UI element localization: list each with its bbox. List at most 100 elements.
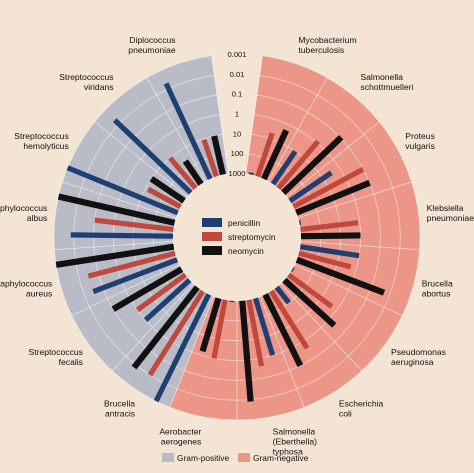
bacteria-label-line: Aerobacter [159,426,201,436]
legend-item-neomycin: neomycin [202,246,264,256]
bar-staphylococcus-albus-penicillin [70,232,174,239]
bar-staphylococcus-albus-streptomycin [94,217,174,233]
bacteria-label-line: Staphylococcus [0,279,52,289]
bacteria-label-line: hemolyticus [23,141,68,151]
bacteria-label-line: viridans [84,82,114,92]
bacteria-label-line: Brucella [104,399,135,409]
legend-label-penicillin: penicillin [228,218,260,228]
legend-item-penicillin: penicillin [202,218,260,228]
bar-pseudomonas-aeruginosa-streptomycin [287,272,334,309]
grid-spoke-2 [286,121,380,198]
bacteria-label-line: Streptococcus [14,131,68,141]
bar-salmonella-eberthella-typhosa-penicillin [252,297,276,356]
bacteria-label-brucella-abortus: Brucella abortus [422,279,453,299]
bar-escherichia-coli-penicillin [274,285,291,305]
bar-brucella-abortus-streptomycin [298,250,352,270]
bacteria-label-line: Salmonella [360,72,403,82]
grid-spoke-6 [280,283,363,372]
grid-ring-0 [172,173,302,302]
grid-spoke-16 [211,55,229,174]
grid-layer [53,55,421,421]
bacteria-label-line: tuberculosis [298,45,344,55]
bar-staphylococcus-aureus-neomycin [55,243,175,268]
bacteria-label-line: aureus [26,289,52,299]
bacteria-label-line: Brucella [422,279,453,289]
legend-item-streptomycin: streptomycin [202,232,276,242]
radial-ticks: 1000 100 10 1 0.1 0.01 0.001 [227,50,246,178]
radial-tick-label: 1 [235,110,239,119]
bacteria-label-pseudomonas-aeruginosa: Pseudomonas aeruginosa [391,347,446,367]
legend-swatch-penicillin [202,218,222,227]
bacteria-label-line: Escherichia [339,399,384,409]
bar-klebsiella-pneumoniae-neomycin [300,232,361,240]
legend-swatch-gram-positive [162,453,174,462]
bacteria-label-line: Pseudomonas [391,347,446,357]
bar-salmonella-schottmuelleri-penicillin [270,149,298,186]
bar-mycobacterium-tuberculosis-streptomycin [255,132,275,178]
bar-streptococcus-fecalis-streptomycin [135,272,187,313]
bacteria-label-streptococcus-fecalis: Streptococcus fecalis [29,347,83,367]
bar-streptococcus-hemolyticus-neomycin [149,176,186,204]
grid-spoke-12 [54,241,174,251]
bacteria-label-line: Salmonella [273,426,316,436]
bar-brucella-antracis-streptomycin [147,289,206,377]
grid-spoke-11 [71,264,180,317]
bacteria-label-streptococcus-viridans: Streptococcus viridans [59,72,113,92]
bar-staphylococcus-aureus-streptomycin [87,250,176,279]
bacteria-label-line: abortus [422,289,451,299]
bacteria-label-line: Mycobacterium [298,35,356,45]
radial-tick-label: 100 [231,149,244,158]
bacteria-label-line: Streptococcus [59,72,113,82]
bar-streptococcus-viridans-streptomycin [168,156,198,190]
bar-salmonella-schottmuelleri-streptomycin [276,139,321,190]
bars-layer [55,82,386,403]
bacteria-label-line: Staphylococcus [0,203,47,213]
bacteria-label-line: Proteus [405,131,435,141]
bar-brucella-antracis-neomycin [131,285,200,370]
series-legend: penicillin streptomycin neomycin [202,218,276,256]
bar-brucella-abortus-neomycin [295,256,386,296]
legend-swatch-gram-negative [238,453,250,462]
legend-item-gram-negative: Gram-negative [238,453,309,463]
bacteria-label-line: Streptococcus [29,347,83,357]
bacteria-label-line: Klebsiella [427,203,464,213]
legend-item-gram-positive: Gram-positive [162,453,229,463]
bacteria-label-staphylococcus-albus: Staphylococcusalbus [0,203,47,223]
bar-streptococcus-hemolyticus-streptomycin [146,187,182,210]
bacteria-label-line: aerogenes [161,436,202,446]
bacteria-label-staphylococcus-aureus: Staphylococcusaureus [0,279,52,299]
bar-brucella-antracis-penicillin [153,293,212,403]
bar-salmonella-eberthella-typhosa-streptomycin [246,299,265,367]
bar-proteus-vulgaris-penicillin [288,170,333,204]
bar-pseudomonas-aeruginosa-neomycin [282,277,337,328]
bacteria-label-line: antracis [105,409,135,419]
bacteria-label-line: schottmuelleri [360,82,413,92]
radial-tick-label: 0.01 [230,70,245,79]
grid-spoke-15 [146,77,206,182]
grid-spoke-5 [294,264,403,317]
bar-salmonella-schottmuelleri-neomycin [281,135,344,195]
bacteria-label-line: typhosa [273,446,303,456]
bar-diplococcus-pneumoniae-streptomycin [201,138,219,178]
bacteria-label-proteus-vulgaris: Proteus vulgaris [405,131,435,151]
bacteria-label-diplococcus-pneumoniae: Diplococcus pneumoniae [128,35,176,55]
group-legend: Gram-positive Gram-negative [162,453,309,463]
bacteria-label-line: pneumoniae [427,213,474,223]
legend-swatch-neomycin [202,246,222,255]
legend-label-gram-positive: Gram-positive [177,453,229,463]
legend-swatch-streptomycin [202,232,222,241]
bar-aerobacter-aerogenes-streptomycin [211,299,228,359]
grid-spoke-14 [94,121,188,198]
sector-gram-negative [169,55,420,420]
radial-tick-label: 0.001 [227,50,246,59]
bar-brucella-abortus-penicillin [299,244,360,259]
bar-mycobacterium-tuberculosis-neomycin [260,128,290,181]
legend-label-neomycin: neomycin [228,246,264,256]
bar-proteus-vulgaris-neomycin [295,179,371,216]
bar-streptococcus-fecalis-neomycin [111,266,184,312]
bacteria-label-escherichia-coli: Escherichia coli [339,399,384,419]
bar-diplococcus-pneumoniae-penicillin [163,82,213,180]
bacteria-label-brucella-antracis: Brucella antracis [104,399,135,419]
